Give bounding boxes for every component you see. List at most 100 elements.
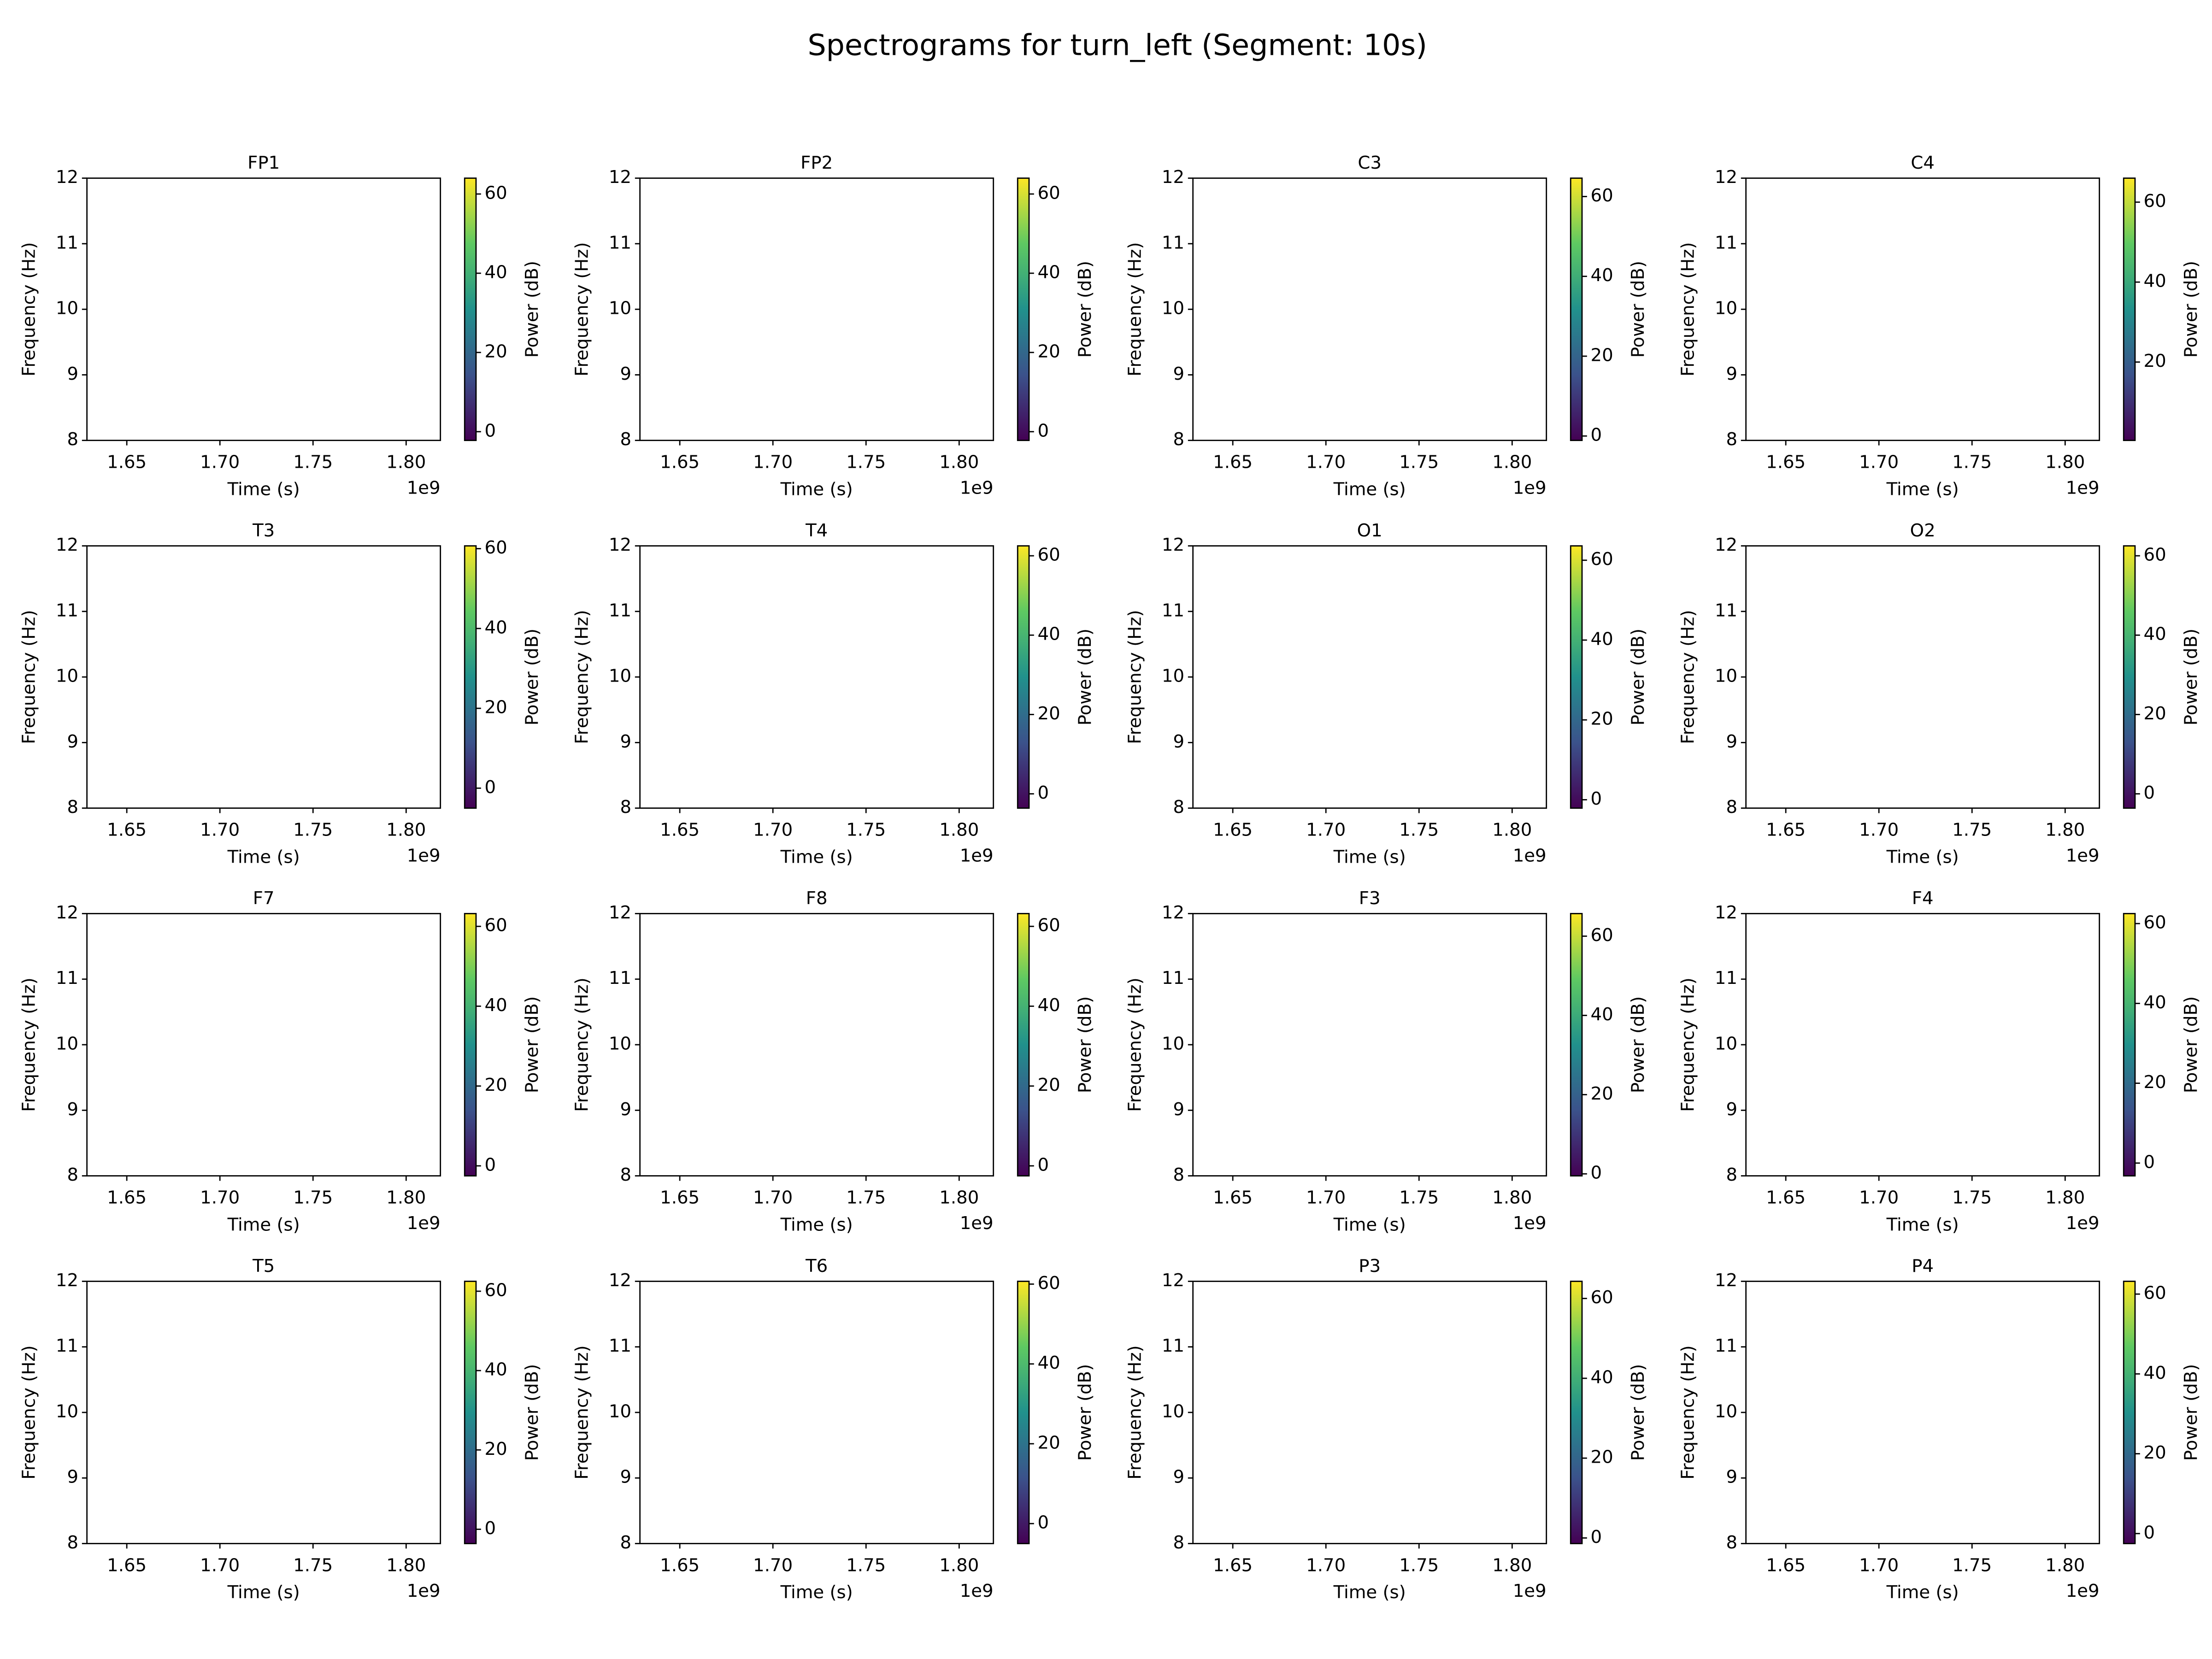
colorbar-tick-label: 0 (1038, 420, 1049, 441)
y-tick-label: 10 (56, 666, 78, 687)
colorbar-tick-label: 60 (1591, 549, 1613, 570)
colorbar-label: Power (dB) (1628, 629, 1648, 725)
colorbar-frame (2123, 1281, 2136, 1544)
colorbar-tick-label: 0 (1591, 1163, 1602, 1183)
colorbar-tick-label: 60 (485, 537, 507, 558)
colorbar-frame (1017, 913, 1030, 1177)
colorbar (465, 1281, 476, 1544)
colorbar-tick-label: 60 (1038, 545, 1060, 565)
y-tick-label: 12 (1715, 902, 1737, 923)
y-tick-label: 10 (609, 1401, 631, 1422)
colorbar (2124, 546, 2135, 808)
y-axis-label: Frequency (Hz) (1677, 1345, 1698, 1479)
x-tick-label: 1.65 (107, 820, 147, 841)
colorbar-tick-label: 20 (485, 697, 507, 718)
x-offset-label: 1e9 (2066, 477, 2100, 498)
y-axis-label: Frequency (Hz) (1677, 610, 1698, 744)
x-tick-label: 1.80 (2045, 1188, 2085, 1208)
colorbar-frame (464, 1281, 477, 1544)
colorbar-tick-label: 60 (1591, 1287, 1613, 1308)
colorbar-tick-label: 40 (1038, 262, 1060, 282)
x-tick-label: 1.80 (386, 452, 426, 473)
x-offset-label: 1e9 (1513, 845, 1547, 866)
y-tick-label: 12 (609, 535, 631, 555)
x-tick-label: 1.65 (1766, 452, 1806, 473)
colorbar-frame (464, 545, 477, 809)
x-tick-label: 1.70 (753, 820, 793, 841)
x-offset-label: 1e9 (960, 1581, 994, 1601)
axes-background (1193, 546, 1547, 808)
y-axis-label: Frequency (Hz) (1124, 610, 1145, 744)
colorbar-tick-label: 40 (1038, 624, 1060, 645)
x-axis-label: Time (s) (227, 847, 300, 867)
y-tick-label: 8 (1726, 429, 1738, 450)
colorbar-label: Power (dB) (2181, 261, 2201, 358)
y-tick-label: 10 (1715, 1034, 1737, 1054)
y-axis-label: Frequency (Hz) (571, 242, 592, 376)
subplot-title: F8 (806, 888, 828, 909)
y-axis-label: Frequency (Hz) (18, 242, 39, 376)
x-axis-label: Time (s) (1333, 1214, 1406, 1235)
y-tick-label: 9 (620, 1099, 632, 1120)
x-axis-label: Time (s) (1333, 847, 1406, 867)
y-tick-label: 9 (1173, 1099, 1185, 1120)
colorbar-tick-label: 20 (1591, 1447, 1613, 1468)
y-tick-label: 10 (1162, 1034, 1184, 1054)
y-tick-label: 10 (609, 298, 631, 319)
y-axis-label: Frequency (Hz) (1124, 1345, 1145, 1479)
colorbar-tick-label: 60 (2144, 191, 2166, 212)
colorbar (2124, 913, 2135, 1176)
y-tick-label: 12 (1162, 535, 1184, 555)
colorbar (1571, 1281, 1582, 1544)
x-axis-label: Time (s) (227, 1582, 300, 1603)
x-axis-label: Time (s) (1333, 1582, 1406, 1603)
colorbar-tick-label: 20 (1038, 1432, 1060, 1453)
colorbar-label: Power (dB) (522, 629, 542, 725)
colorbar (1018, 913, 1029, 1176)
x-axis-label: Time (s) (1886, 1214, 1959, 1235)
x-tick-label: 1.65 (660, 452, 700, 473)
x-offset-label: 1e9 (2066, 845, 2100, 866)
x-offset-label: 1e9 (407, 1581, 441, 1601)
x-axis-label: Time (s) (227, 1214, 300, 1235)
y-tick-label: 8 (67, 1165, 79, 1185)
y-tick-label: 11 (56, 1335, 78, 1356)
colorbar-tick-label: 40 (1591, 1367, 1613, 1388)
y-tick-label: 11 (1162, 1335, 1184, 1356)
x-tick-label: 1.80 (939, 820, 979, 841)
x-tick-label: 1.80 (1492, 1555, 1532, 1576)
colorbar-tick-label: 60 (2144, 912, 2166, 933)
colorbar (2124, 178, 2135, 441)
subplot-title: T3 (252, 520, 275, 541)
colorbar-label: Power (dB) (522, 1364, 542, 1461)
subplot-title: P3 (1359, 1256, 1381, 1277)
x-offset-label: 1e9 (407, 477, 441, 498)
y-tick-label: 10 (1715, 1401, 1737, 1422)
colorbar-tick-label: 40 (485, 617, 507, 638)
axes-background (1193, 913, 1547, 1176)
y-axis-label: Frequency (Hz) (18, 977, 39, 1112)
y-tick-label: 11 (609, 232, 631, 253)
y-axis-label: Frequency (Hz) (571, 610, 592, 744)
y-tick-label: 9 (1173, 731, 1185, 752)
subplot-title: T5 (252, 1256, 275, 1277)
colorbar-tick-label: 0 (485, 420, 496, 441)
y-tick-label: 10 (1162, 666, 1184, 687)
subplot-title: FP2 (800, 153, 833, 173)
colorbar-tick-label: 0 (1038, 782, 1049, 803)
colorbar-tick-label: 60 (485, 915, 507, 936)
colorbar-tick-label: 0 (2144, 1522, 2155, 1543)
y-tick-label: 10 (609, 666, 631, 687)
colorbar-tick-label: 60 (485, 1280, 507, 1300)
y-tick-label: 12 (609, 902, 631, 923)
y-tick-label: 12 (609, 1270, 631, 1291)
y-tick-label: 8 (67, 1532, 79, 1553)
axes-background (87, 913, 441, 1176)
x-tick-label: 1.65 (1766, 1188, 1806, 1208)
colorbar (1018, 1281, 1029, 1544)
axes-frame (1192, 913, 1547, 1177)
y-axis-label: Frequency (Hz) (1677, 977, 1698, 1112)
y-tick-label: 11 (609, 600, 631, 621)
colorbar (1018, 178, 1029, 441)
